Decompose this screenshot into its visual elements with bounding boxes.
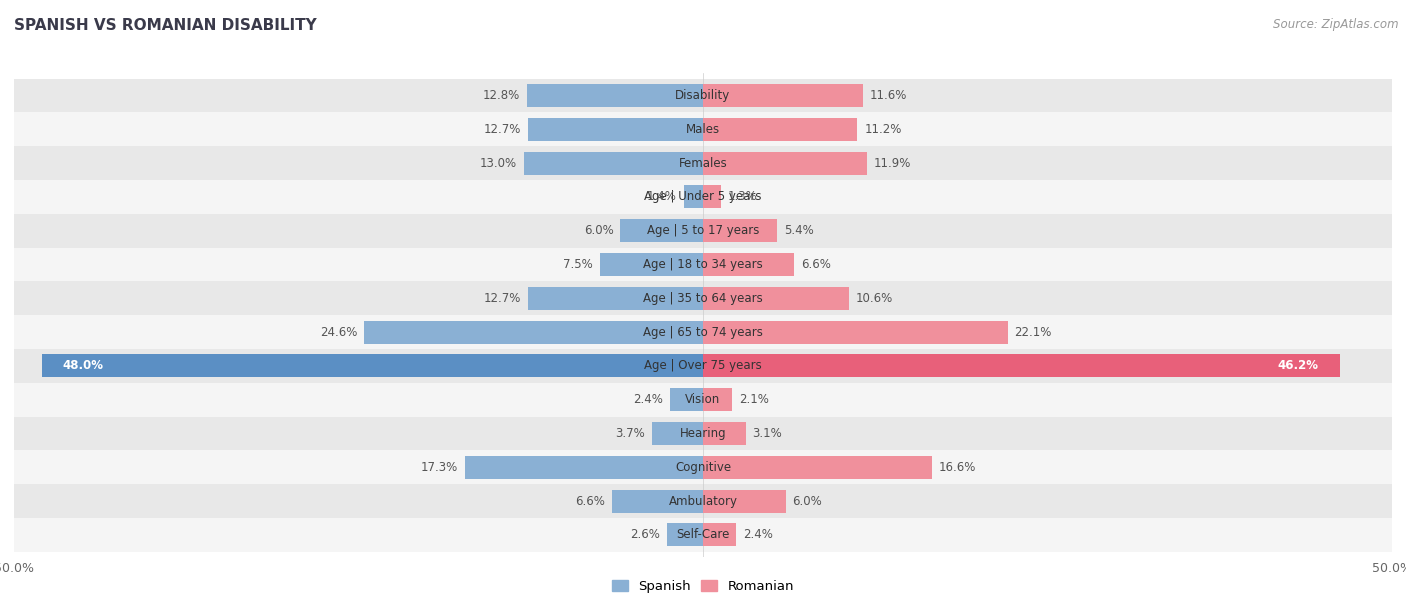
Text: Cognitive: Cognitive [675,461,731,474]
Bar [668,523,703,547]
Bar [703,490,786,513]
Text: 1.3%: 1.3% [728,190,758,203]
Text: 3.1%: 3.1% [752,427,782,440]
Bar [14,113,1392,146]
Bar [652,422,703,445]
Bar [14,484,1392,518]
Bar [14,78,1392,113]
Bar [14,315,1392,349]
Text: Source: ZipAtlas.com: Source: ZipAtlas.com [1274,18,1399,31]
Text: 6.6%: 6.6% [575,494,605,507]
Bar [703,456,932,479]
Bar [703,354,1340,378]
Bar [14,282,1392,315]
Text: 6.6%: 6.6% [801,258,831,271]
Text: 12.7%: 12.7% [484,123,522,136]
Bar [703,388,733,411]
Bar [703,321,1008,343]
Text: 16.6%: 16.6% [939,461,976,474]
Text: 5.4%: 5.4% [785,224,814,237]
Text: 12.8%: 12.8% [482,89,520,102]
Bar [14,518,1392,552]
Bar [14,349,1392,382]
Bar [529,118,703,141]
Bar [683,185,703,208]
Text: Age | 35 to 64 years: Age | 35 to 64 years [643,292,763,305]
Text: 24.6%: 24.6% [319,326,357,338]
Text: 46.2%: 46.2% [1278,359,1319,372]
Text: Females: Females [679,157,727,170]
Bar [703,84,863,107]
Bar [703,152,868,174]
Bar [703,523,737,547]
Text: 11.6%: 11.6% [870,89,907,102]
Bar [612,490,703,513]
Text: 11.2%: 11.2% [865,123,901,136]
Bar [14,146,1392,180]
Bar [14,214,1392,248]
Text: 2.4%: 2.4% [633,393,664,406]
Text: Vision: Vision [685,393,721,406]
Bar [703,219,778,242]
Text: 11.9%: 11.9% [875,157,911,170]
Text: Age | Over 75 years: Age | Over 75 years [644,359,762,372]
Text: SPANISH VS ROMANIAN DISABILITY: SPANISH VS ROMANIAN DISABILITY [14,18,316,34]
Text: Age | Under 5 years: Age | Under 5 years [644,190,762,203]
Text: Age | 65 to 74 years: Age | 65 to 74 years [643,326,763,338]
Bar [464,456,703,479]
Bar [669,388,703,411]
Bar [703,118,858,141]
Bar [14,382,1392,417]
Text: 2.6%: 2.6% [630,528,661,542]
Text: 12.7%: 12.7% [484,292,522,305]
Bar [14,450,1392,484]
Text: 22.1%: 22.1% [1014,326,1052,338]
Text: 6.0%: 6.0% [793,494,823,507]
Bar [529,287,703,310]
Bar [703,287,849,310]
Bar [524,152,703,174]
Text: 2.1%: 2.1% [738,393,769,406]
Bar [703,253,794,276]
Text: Ambulatory: Ambulatory [668,494,738,507]
Text: 2.4%: 2.4% [742,528,773,542]
Text: 1.4%: 1.4% [647,190,676,203]
Text: Males: Males [686,123,720,136]
Bar [14,180,1392,214]
Text: 48.0%: 48.0% [62,359,103,372]
Text: 7.5%: 7.5% [562,258,593,271]
Bar [703,185,721,208]
Text: Age | 5 to 17 years: Age | 5 to 17 years [647,224,759,237]
Text: Disability: Disability [675,89,731,102]
Bar [364,321,703,343]
Text: 10.6%: 10.6% [856,292,893,305]
Bar [42,354,703,378]
Bar [14,417,1392,450]
Bar [703,422,745,445]
Text: 13.0%: 13.0% [479,157,517,170]
Text: 6.0%: 6.0% [583,224,613,237]
Legend: Spanish, Romanian: Spanish, Romanian [606,575,800,599]
Text: Age | 18 to 34 years: Age | 18 to 34 years [643,258,763,271]
Bar [14,248,1392,282]
Bar [527,84,703,107]
Text: Self-Care: Self-Care [676,528,730,542]
Text: 3.7%: 3.7% [616,427,645,440]
Bar [599,253,703,276]
Text: 17.3%: 17.3% [420,461,458,474]
Text: Hearing: Hearing [679,427,727,440]
Bar [620,219,703,242]
